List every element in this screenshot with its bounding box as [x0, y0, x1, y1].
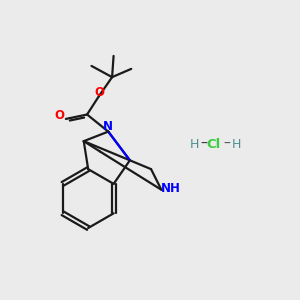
- Text: N: N: [103, 120, 113, 133]
- Text: –: –: [224, 137, 231, 151]
- Text: H: H: [232, 138, 242, 151]
- Text: O: O: [54, 110, 64, 122]
- Text: H: H: [190, 138, 200, 151]
- Text: Cl: Cl: [206, 138, 220, 151]
- Text: NH: NH: [161, 182, 181, 195]
- Text: O: O: [95, 86, 105, 99]
- Text: –: –: [201, 137, 208, 151]
